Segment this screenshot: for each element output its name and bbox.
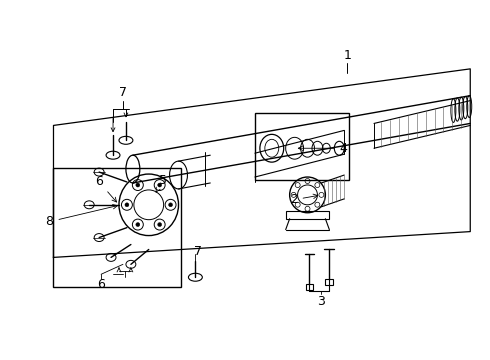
Text: 4: 4: [298, 142, 347, 155]
Bar: [306, 284, 314, 290]
Text: 8: 8: [46, 204, 117, 228]
Circle shape: [125, 203, 129, 207]
Circle shape: [158, 222, 162, 226]
Text: 5: 5: [156, 174, 167, 192]
Bar: [325, 279, 333, 285]
Text: 6: 6: [97, 278, 105, 291]
Bar: [286, 211, 329, 219]
Bar: [53, 168, 180, 287]
Circle shape: [136, 183, 140, 187]
Text: 7: 7: [119, 86, 127, 99]
Text: 3: 3: [318, 294, 325, 307]
Bar: [255, 113, 349, 180]
Text: 6: 6: [95, 175, 117, 202]
Text: 1: 1: [343, 49, 351, 63]
Circle shape: [158, 183, 162, 187]
Text: 7: 7: [195, 245, 202, 258]
Circle shape: [136, 222, 140, 226]
Text: 2: 2: [290, 193, 318, 206]
Circle shape: [169, 203, 172, 207]
